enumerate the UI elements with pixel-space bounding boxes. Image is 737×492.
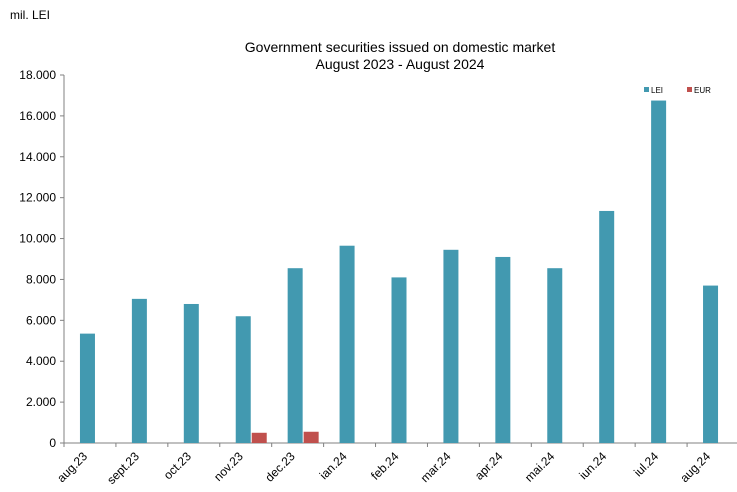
bar-eur-nov.23	[251, 432, 267, 443]
y-tick-label: 16.000	[19, 109, 56, 123]
x-tick-label: iun.24	[576, 449, 609, 482]
x-tick-label: mar.24	[418, 449, 454, 485]
y-tick-label: 6.000	[26, 313, 56, 327]
legend-label-lei: LEI	[651, 86, 663, 95]
x-tick-label: ian.24	[317, 449, 350, 482]
y-tick-label: 8.000	[26, 272, 56, 286]
y-tick-label: 2.000	[26, 395, 56, 409]
x-tick-label: sept.23	[104, 449, 142, 487]
legend-swatch-lei	[644, 87, 649, 92]
legend-label-eur: EUR	[694, 86, 711, 95]
bar-lei-apr.24	[495, 256, 511, 443]
bar-lei-dec.23	[287, 268, 303, 443]
bar-lei-ian.24	[339, 245, 355, 443]
bar-lei-mai.24	[547, 268, 563, 443]
bar-lei-sept.23	[131, 298, 147, 443]
y-tick-label: 14.000	[19, 150, 56, 164]
y-tick-label: 0	[49, 436, 56, 450]
x-tick-label: mai.24	[522, 449, 558, 485]
x-tick-label: oct.23	[161, 449, 194, 482]
y-tick-label: 18.000	[19, 68, 56, 82]
bar-lei-iun.24	[599, 210, 615, 443]
legend-swatch-eur	[687, 87, 692, 92]
bar-lei-iul.24	[651, 100, 667, 444]
bar-lei-nov.23	[235, 316, 251, 443]
bar-eur-dec.23	[303, 431, 319, 443]
y-tick-label: 10.000	[19, 232, 56, 246]
x-tick-label: aug.23	[54, 449, 90, 485]
bar-lei-aug.24	[703, 285, 719, 443]
bar-lei-feb.24	[391, 277, 407, 443]
chart-title: Government securities issued on domestic…	[244, 39, 556, 55]
unit-label: mil. LEI	[10, 8, 51, 22]
bar-lei-aug.23	[79, 333, 95, 443]
chart-subtitle: August 2023 - August 2024	[315, 56, 485, 72]
bar-lei-oct.23	[183, 303, 199, 443]
y-tick-label: 4.000	[26, 354, 56, 368]
x-tick-label: aug.24	[677, 449, 713, 485]
y-tick-label: 12.000	[19, 191, 56, 205]
bar-lei-mar.24	[443, 249, 459, 443]
x-tick-label: feb.24	[368, 449, 402, 483]
x-tick-label: dec.23	[262, 449, 298, 485]
x-tick-label: iul.24	[631, 449, 661, 479]
x-tick-label: apr.24	[472, 449, 506, 483]
x-tick-label: nov.23	[211, 449, 246, 484]
